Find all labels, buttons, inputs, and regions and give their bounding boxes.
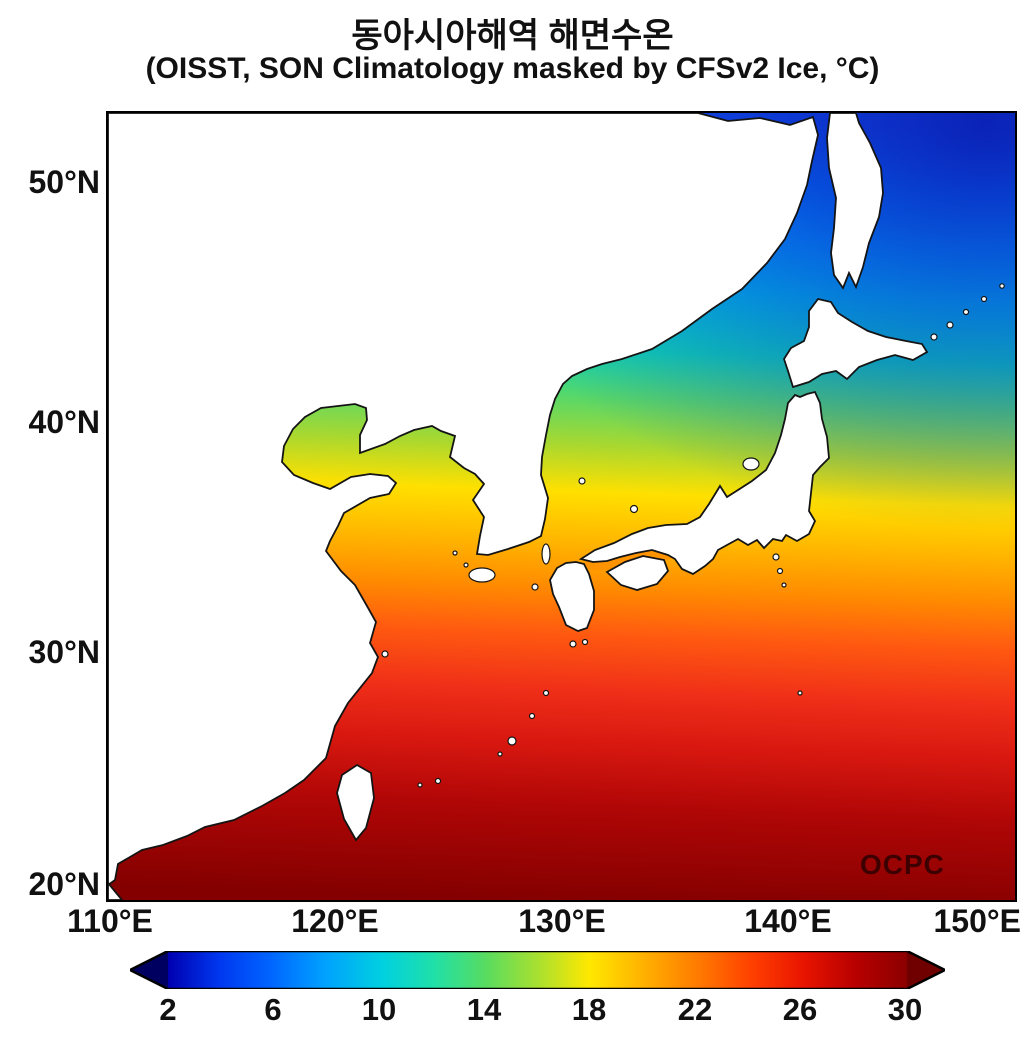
island-sado (742, 457, 760, 471)
landmass-sakhalin (826, 113, 884, 290)
colorbar-tick-label: 14 (466, 992, 502, 1027)
island-dot (629, 504, 639, 514)
colorbar-left-arrow (130, 951, 168, 989)
island-dot (381, 650, 389, 658)
island-tsushima (541, 543, 551, 565)
island-dot (578, 477, 586, 485)
map-plot (106, 111, 1017, 902)
landmass-kyushu (549, 561, 595, 632)
island-dot (797, 690, 803, 696)
island-dot (776, 567, 784, 575)
colorbar-tick-label: 26 (782, 992, 818, 1027)
landmass-honshu (578, 390, 830, 576)
island-dot (946, 321, 954, 329)
plot-subtitle: (OISST, SON Climatology masked by CFSv2 … (145, 52, 880, 85)
colorbar-body (168, 951, 907, 989)
island-dot (980, 295, 988, 303)
island-dot (463, 562, 469, 568)
lat-tick-label: 40°N (28, 404, 101, 440)
lon-tick-label: 150°E (933, 903, 1021, 939)
inland-sea-patch (580, 550, 676, 570)
small-islands (381, 283, 1005, 788)
landmass-hokkaido (783, 297, 929, 389)
island-dot (999, 283, 1005, 289)
colorbar-tick-label: 2 (159, 992, 177, 1027)
island-dot (772, 553, 780, 561)
lat-tick-label: 30°N (28, 634, 101, 670)
lat-tick-label: 20°N (28, 866, 101, 902)
island-dot (497, 751, 503, 757)
lon-tick-label: 120°E (291, 903, 379, 939)
colorbar-tick-label: 22 (677, 992, 713, 1027)
colorbar-tick-label: 30 (887, 992, 923, 1027)
island-dot (434, 777, 442, 785)
colorbar-right-arrow (907, 951, 945, 989)
lon-tick-label: 130°E (518, 903, 606, 939)
colorbar-tick-label: 10 (361, 992, 397, 1027)
island-dot (452, 550, 458, 556)
island-dot (569, 640, 577, 648)
island-dot (417, 782, 423, 788)
island-dot (930, 333, 938, 341)
sst-heatmap (108, 113, 1015, 900)
island-dot (581, 638, 589, 646)
island-dot (528, 712, 536, 720)
plot-title: 동아시아해역 해면수온 (351, 17, 674, 55)
ocpc-watermark: OCPC (860, 849, 945, 880)
island-dot (507, 736, 517, 746)
lon-tick-label: 110°E (67, 903, 153, 939)
lon-tick-label: 140°E (744, 903, 832, 939)
colorbar (130, 951, 945, 989)
lat-tick-label: 50°N (28, 164, 101, 200)
landmass-hainan-corner (108, 881, 124, 900)
landmass-shikoku (605, 555, 670, 591)
landmass-taiwan (336, 763, 375, 842)
landmass-mainland-asia-korea (108, 113, 819, 887)
island-dot (531, 583, 539, 591)
colorbar-tick-label: 18 (571, 992, 607, 1027)
island-dot (542, 689, 550, 697)
island-jeju (468, 567, 496, 583)
island-dot (962, 308, 970, 316)
island-dot (781, 582, 787, 588)
colorbar-tick-label: 6 (264, 992, 282, 1027)
